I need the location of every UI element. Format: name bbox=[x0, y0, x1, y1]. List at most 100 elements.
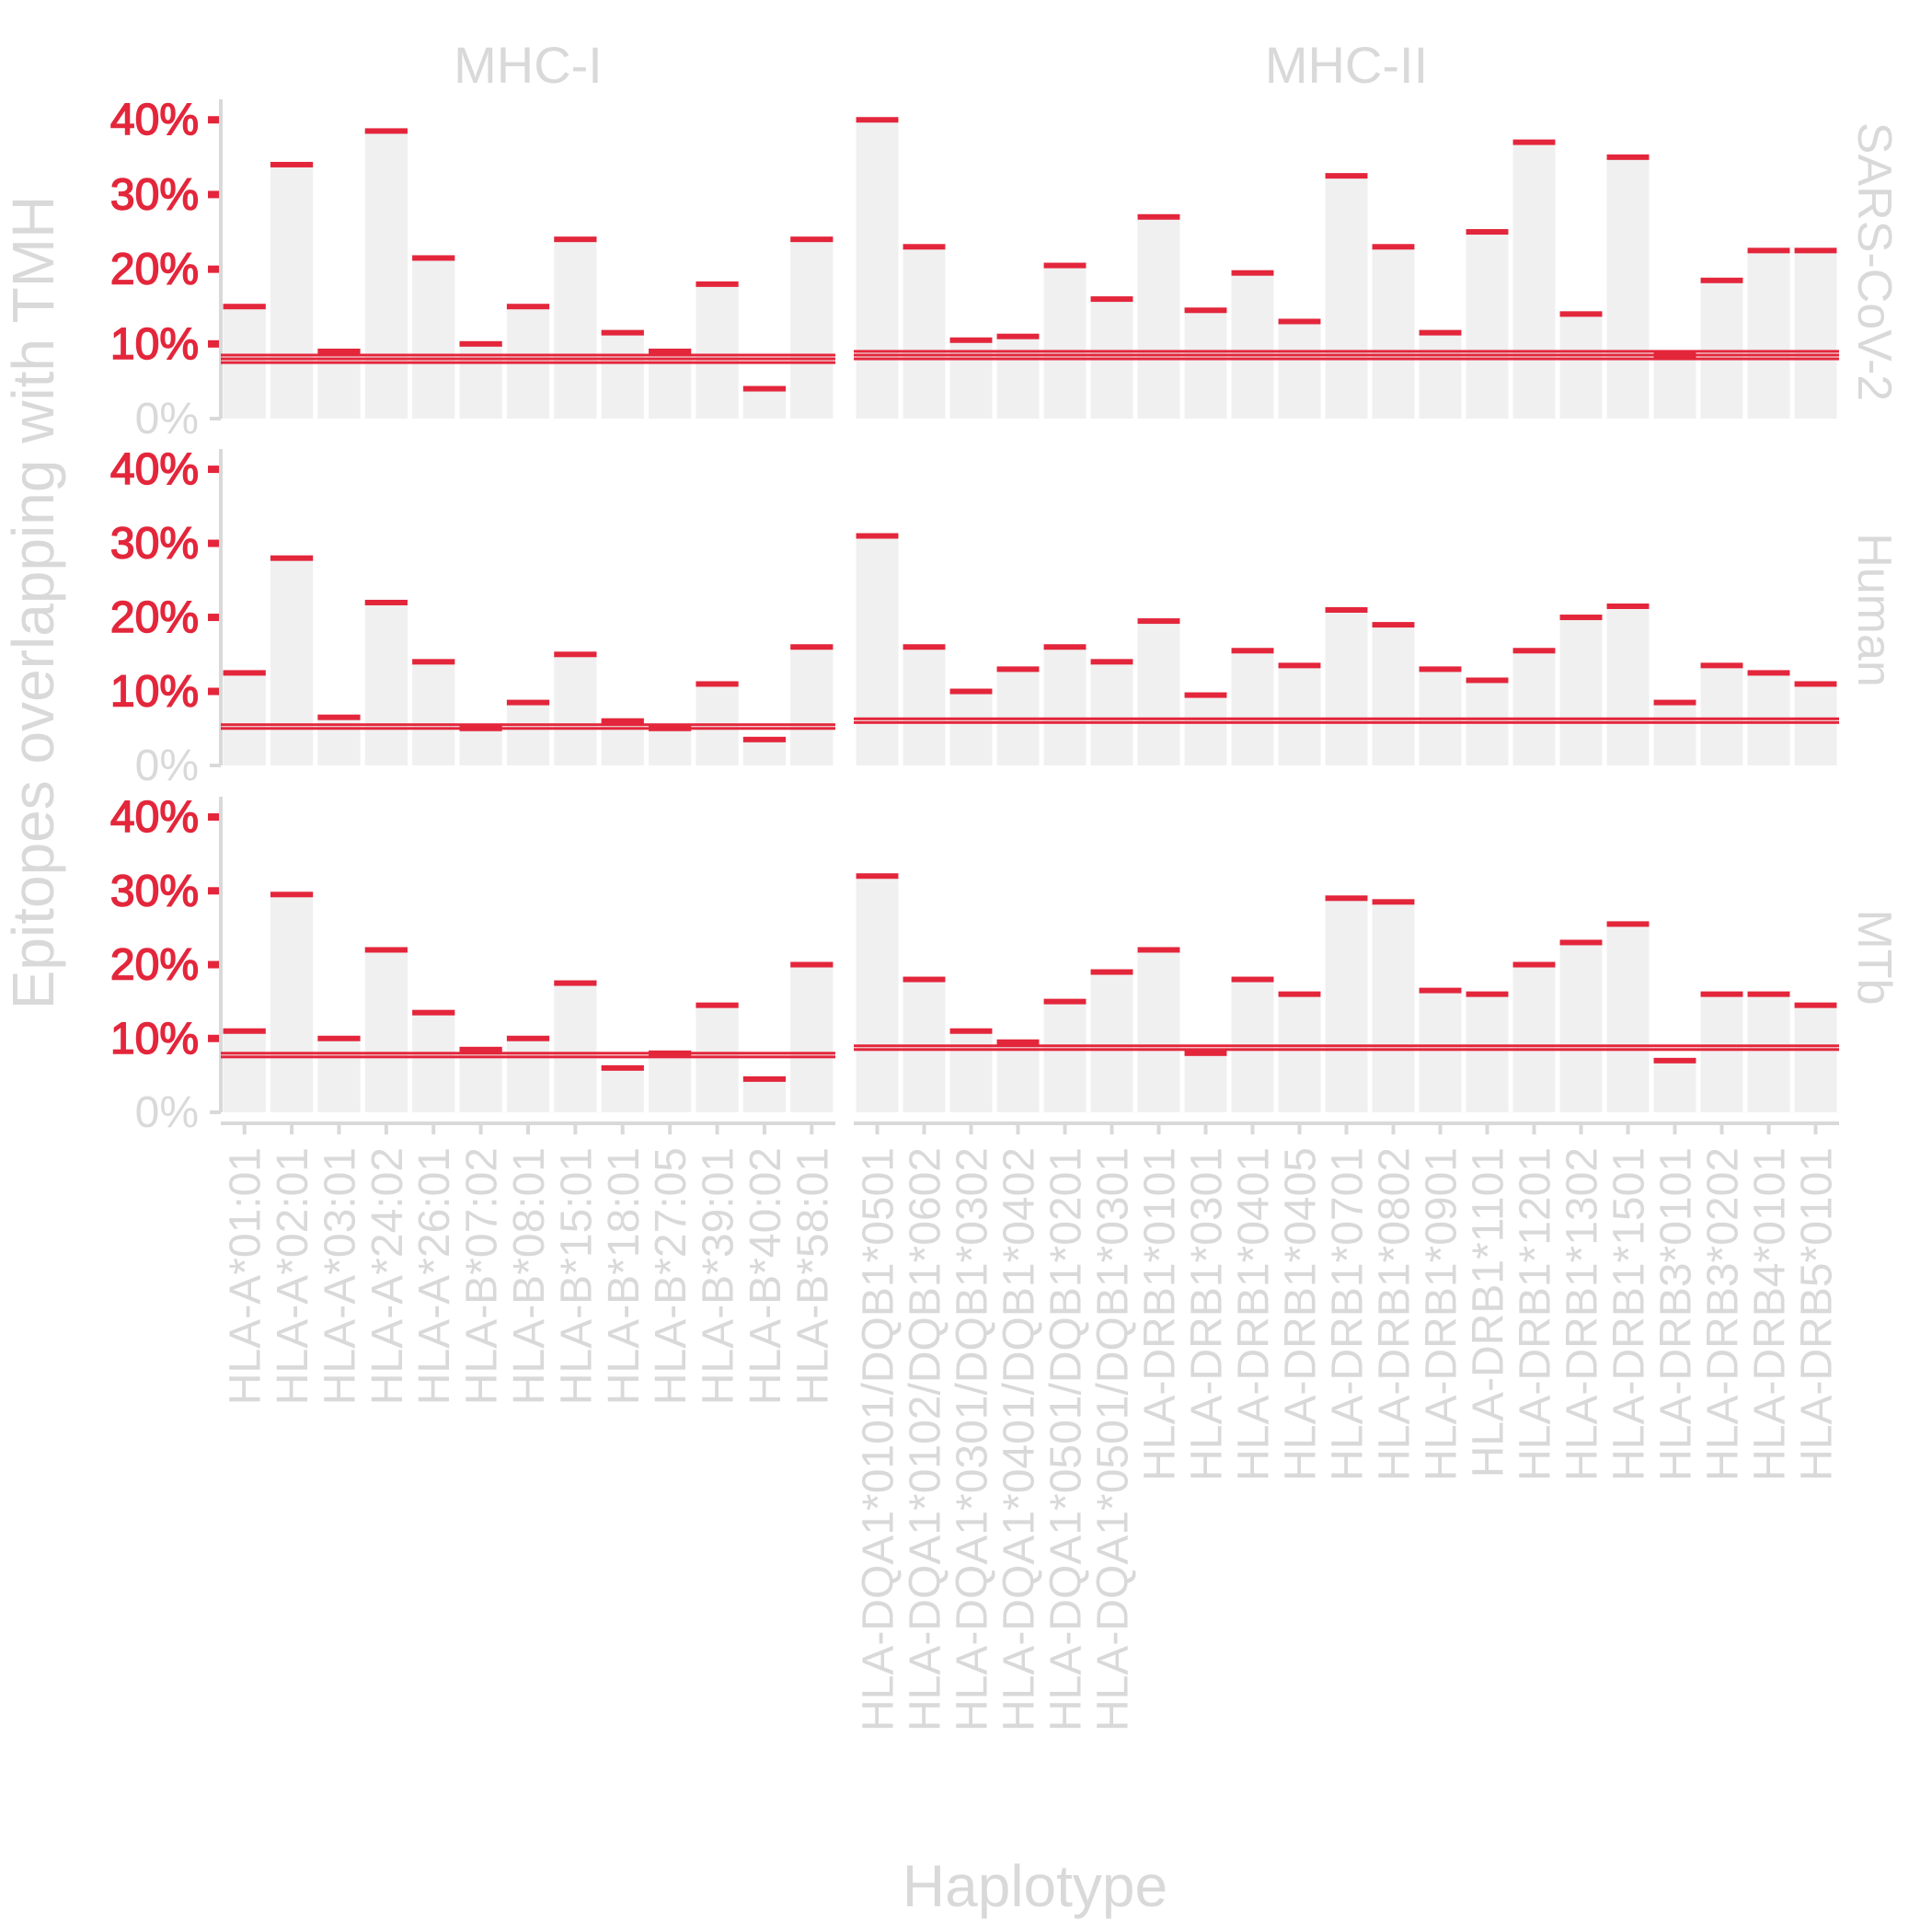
bar-marker-mtb-hla-drb5-0101 bbox=[1794, 1002, 1837, 1008]
y-tick-marker bbox=[208, 614, 219, 622]
bar-sars-cov-2-hla-b-39-01 bbox=[696, 283, 739, 419]
bar-marker-human-hla-drb1-0901 bbox=[1419, 666, 1462, 673]
bar-mtb-hla-drb1-1501 bbox=[1606, 924, 1650, 1112]
bar-marker-human-hla-drb1-1302 bbox=[1559, 615, 1603, 621]
bar-marker-human-hla-drb4-0101 bbox=[1747, 670, 1790, 676]
bar-mtb-hla-b-58-01 bbox=[790, 964, 834, 1112]
row-strip-mtb: MTb bbox=[1847, 910, 1901, 1006]
y-tick-label: 30% bbox=[110, 520, 199, 569]
bar-marker-mtb-hla-drb1-1501 bbox=[1606, 921, 1650, 927]
x-tick-label-hla-drb1-1302: HLA-DRB1*1302 bbox=[1558, 1147, 1607, 1481]
bar-mtb-hla-a-26-01 bbox=[412, 1012, 455, 1112]
x-tick-label-hla-drb4-0101: HLA-DRB4*0101 bbox=[1746, 1147, 1795, 1481]
bar-marker-mtb-hla-b-18-01 bbox=[601, 1064, 644, 1071]
bar-sars-cov-2-hla-drb1-0401 bbox=[1231, 272, 1274, 419]
bar-human-hla-drb3-0202 bbox=[1700, 665, 1743, 765]
bar-marker-sars-cov-2-hla-drb1-0301 bbox=[1184, 307, 1227, 314]
y-tick-label: 30% bbox=[110, 170, 199, 219]
bar-marker-human-hla-drb3-0202 bbox=[1700, 662, 1743, 669]
bar-human-hla-b-58-01 bbox=[790, 647, 834, 765]
bar-marker-mtb-hla-drb1-0101 bbox=[1137, 947, 1180, 953]
bar-mtb-hla-drb1-0901 bbox=[1419, 990, 1462, 1112]
bar-mtb-hla-dqa1-0501-dqb1-0301 bbox=[1090, 972, 1133, 1112]
bar-mtb-hla-drb5-0101 bbox=[1794, 1005, 1837, 1112]
bar-marker-sars-cov-2-hla-drb1-0901 bbox=[1419, 329, 1462, 336]
bar-mtb-hla-drb1-0701 bbox=[1325, 898, 1368, 1112]
bar-human-hla-dqa1-0501-dqb1-0301 bbox=[1090, 661, 1133, 765]
bar-sars-cov-2-hla-dqa1-0501-dqb1-0201 bbox=[1043, 265, 1087, 419]
y-tick-marker bbox=[208, 687, 219, 696]
bar-marker-mtb-hla-dqa1-0301-dqb1-0302 bbox=[949, 1028, 993, 1034]
bar-marker-mtb-hla-dqa1-0501-dqb1-0201 bbox=[1043, 998, 1087, 1005]
bar-human-hla-b-40-02 bbox=[742, 739, 787, 765]
bar-human-hla-b-08-01 bbox=[506, 702, 550, 765]
bar-marker-human-hla-drb1-0701 bbox=[1325, 607, 1368, 613]
bar-marker-sars-cov-2-hla-drb1-1201 bbox=[1512, 139, 1556, 145]
bar-sars-cov-2-hla-drb3-0202 bbox=[1700, 280, 1743, 419]
bar-marker-human-hla-b-40-02 bbox=[742, 736, 787, 742]
bar-marker-mtb-hla-drb1-0301 bbox=[1184, 1050, 1227, 1056]
y-tick-label: 20% bbox=[110, 593, 199, 642]
baseline-sars-cov-2-mhc-i bbox=[221, 353, 835, 357]
x-tick-label-hla-dqa1-0301-dqb1-0302: HLA-DQA1*0301/DQB1*0302 bbox=[949, 1147, 997, 1731]
x-tick-label-hla-drb1-1101: HLA-DRB1*1101 bbox=[1465, 1147, 1513, 1478]
bar-human-hla-dqa1-0301-dqb1-0302 bbox=[949, 691, 993, 765]
bar-human-hla-drb1-0701 bbox=[1325, 610, 1368, 765]
bar-marker-mtb-hla-a-01-01 bbox=[223, 1028, 266, 1034]
bar-marker-sars-cov-2-hla-a-24-02 bbox=[364, 128, 408, 134]
bar-human-hla-dqa1-0501-dqb1-0201 bbox=[1043, 647, 1087, 765]
y-tick-marker bbox=[208, 466, 219, 474]
bar-sars-cov-2-hla-drb1-1501 bbox=[1606, 156, 1650, 420]
bar-marker-human-hla-a-03-01 bbox=[317, 714, 361, 720]
bar-marker-sars-cov-2-hla-drb1-1302 bbox=[1559, 311, 1603, 317]
x-tick-label-hla-drb3-0101: HLA-DRB3*0101 bbox=[1652, 1147, 1701, 1481]
bar-marker-mtb-hla-b-58-01 bbox=[790, 961, 834, 968]
bar-marker-mtb-hla-dqa1-0102-dqb1-0602 bbox=[903, 976, 946, 983]
bar-marker-sars-cov-2-hla-drb1-0802 bbox=[1372, 244, 1415, 250]
bar-mtb-hla-a-01-01 bbox=[223, 1030, 266, 1112]
x-tick-label-hla-b-18-01: HLA-B*18:01 bbox=[600, 1147, 649, 1405]
bar-mtb-hla-b-40-02 bbox=[742, 1078, 787, 1112]
bar-marker-mtb-hla-a-26-01 bbox=[412, 1009, 455, 1016]
bar-human-hla-drb1-0401 bbox=[1231, 650, 1274, 765]
bar-human-hla-dqa1-0102-dqb1-0602 bbox=[903, 647, 946, 765]
bar-human-hla-drb1-1201 bbox=[1512, 650, 1556, 765]
bar-marker-human-hla-drb1-1501 bbox=[1606, 603, 1650, 609]
y-tick-label: 40% bbox=[110, 445, 199, 494]
baseline-human-mhc-i bbox=[221, 723, 835, 727]
y-tick-label: 0% bbox=[135, 1088, 199, 1137]
bar-marker-human-hla-drb1-1201 bbox=[1512, 648, 1556, 654]
y-tick-marker bbox=[208, 1034, 219, 1042]
baseline-human-mhc-ii bbox=[854, 717, 1839, 720]
bar-marker-human-hla-a-01-01 bbox=[223, 670, 266, 676]
bar-mtb-hla-drb4-0101 bbox=[1747, 994, 1790, 1112]
bar-mtb-hla-drb1-1201 bbox=[1512, 964, 1556, 1112]
x-tick-label-hla-dqa1-0101-dqb1-0501: HLA-DQA1*0101/DQB1*0501 bbox=[855, 1147, 903, 1731]
x-tick-label-hla-drb1-0701: HLA-DRB1*0701 bbox=[1324, 1147, 1373, 1481]
bar-marker-mtb-hla-drb3-0101 bbox=[1653, 1057, 1696, 1064]
bar-human-hla-dqa1-0401-dqb1-0402 bbox=[996, 669, 1040, 765]
x-tick-label-hla-drb3-0202: HLA-DRB3*0202 bbox=[1699, 1147, 1748, 1481]
bar-mtb-hla-drb3-0101 bbox=[1653, 1060, 1696, 1112]
x-tick-label-hla-drb1-1201: HLA-DRB1*1201 bbox=[1512, 1147, 1560, 1481]
bar-mtb-hla-b-07-02 bbox=[459, 1049, 502, 1112]
bar-marker-mtb-hla-b-15-01 bbox=[554, 980, 597, 986]
bar-sars-cov-2-hla-a-26-01 bbox=[412, 258, 455, 419]
bar-marker-sars-cov-2-hla-b-15-01 bbox=[554, 236, 597, 243]
bar-human-hla-b-15-01 bbox=[554, 654, 597, 765]
y-tick-marker bbox=[208, 116, 219, 124]
bar-marker-human-hla-dqa1-0102-dqb1-0602 bbox=[903, 644, 946, 650]
baseline-mtb-mhc-ii bbox=[854, 1048, 1839, 1052]
bar-human-hla-a-26-01 bbox=[412, 661, 455, 765]
y-tick-label: 40% bbox=[110, 793, 199, 842]
baseline-sars-cov-2-mhc-ii bbox=[854, 353, 1839, 357]
bar-marker-sars-cov-2-hla-a-03-01 bbox=[317, 348, 361, 354]
x-tick-label-hla-a-01-01: HLA-A*01:01 bbox=[222, 1147, 270, 1405]
bar-marker-human-hla-drb1-0301 bbox=[1184, 692, 1227, 698]
bar-marker-sars-cov-2-hla-drb5-0101 bbox=[1794, 247, 1837, 254]
bar-sars-cov-2-hla-drb1-0405 bbox=[1278, 321, 1321, 419]
bar-mtb-hla-drb1-0405 bbox=[1278, 994, 1321, 1112]
x-tick-label-hla-dqa1-0102-dqb1-0602: HLA-DQA1*0102/DQB1*0602 bbox=[902, 1147, 950, 1731]
x-tick-label-hla-a-26-01: HLA-A*26:01 bbox=[410, 1147, 459, 1405]
bar-sars-cov-2-hla-dqa1-0301-dqb1-0302 bbox=[949, 339, 993, 419]
